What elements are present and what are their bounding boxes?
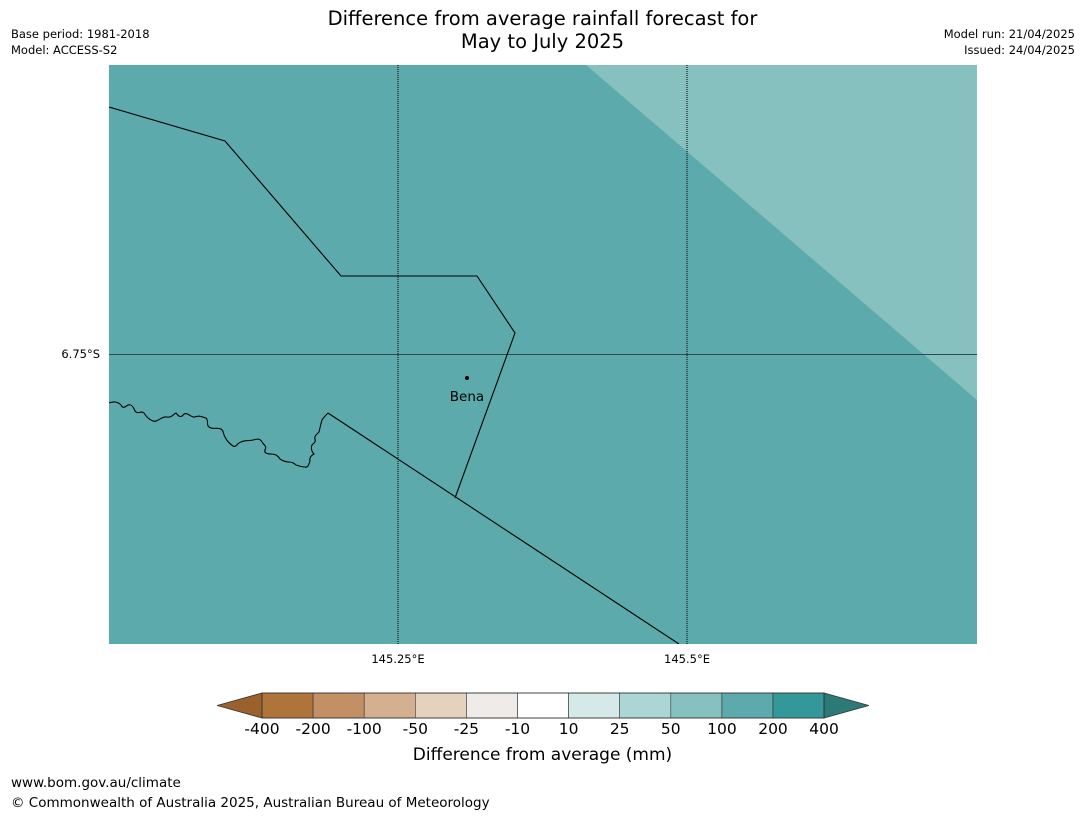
map-canvas: Bena xyxy=(109,65,977,644)
colorbar xyxy=(215,692,871,719)
town-marker-bena xyxy=(465,376,469,380)
lon-label-145-5e: 145.5°E xyxy=(664,652,710,666)
colorbar-extend-low xyxy=(215,692,263,719)
colorbar-tick-label: -100 xyxy=(346,720,382,738)
colorbar-tick-label: -400 xyxy=(244,720,280,738)
lon-label-145-25e: 145.25°E xyxy=(371,652,425,666)
colorbar-cell xyxy=(772,692,825,719)
lat-label-6-75s: 6.75°S xyxy=(61,347,100,361)
colorbar-tick-label: 10 xyxy=(558,720,579,738)
colorbar-cell xyxy=(466,692,518,719)
colorbar-label: Difference from average (mm) xyxy=(412,745,673,765)
colorbar-outline xyxy=(261,692,825,719)
colorbar-cell xyxy=(619,692,672,719)
model-text: Model: ACCESS-S2 xyxy=(11,43,118,57)
title-line-2: May to July 2025 xyxy=(460,30,625,53)
colorbar-tick-label: -50 xyxy=(402,720,428,738)
colorbar-cell xyxy=(415,692,467,719)
colorbar-tick-label: -10 xyxy=(504,720,531,738)
model-run-text: Model run: 21/04/2025 xyxy=(943,27,1075,41)
colorbar-cell xyxy=(721,692,774,719)
colorbar-tick-label: 50 xyxy=(660,720,681,738)
colorbar-tick-label: 200 xyxy=(758,720,788,738)
colorbar-cell xyxy=(363,692,416,719)
rainfall-map: Bena xyxy=(109,65,977,644)
river-line xyxy=(109,401,329,468)
colorbar-tick-label: -200 xyxy=(295,720,331,738)
district-boundary-south xyxy=(327,412,680,644)
district-boundary xyxy=(109,106,516,499)
title-line-1: Difference from average rainfall forecas… xyxy=(327,7,758,30)
meta-right: Model run: 21/04/2025 Issued: 24/04/2025 xyxy=(944,26,1075,58)
colorbar-tick-label: 400 xyxy=(809,720,839,738)
colorbar-tick-label: 25 xyxy=(609,720,630,738)
colorbar-cell xyxy=(312,692,365,719)
colorbar-cell xyxy=(568,692,621,719)
colorbar-extend-high xyxy=(823,692,871,719)
colorbar-tick-label: 100 xyxy=(707,720,737,738)
colorbar-tick-label: -25 xyxy=(453,720,480,738)
colorbar-cell xyxy=(517,692,569,719)
colorbar-cell xyxy=(261,692,314,719)
town-label-bena: Bena xyxy=(450,389,484,405)
footer-url[interactable]: www.bom.gov.au/climate xyxy=(11,775,181,791)
colorbar-cell xyxy=(670,692,723,719)
colorbar-svg xyxy=(215,692,871,719)
map-title: Difference from average rainfall forecas… xyxy=(0,7,1085,53)
issued-text: Issued: 24/04/2025 xyxy=(964,43,1075,57)
footer-copyright: © Commonwealth of Australia 2025, Austra… xyxy=(11,795,490,811)
base-period-text: Base period: 1981-2018 xyxy=(11,27,150,41)
meta-left: Base period: 1981-2018 Model: ACCESS-S2 xyxy=(11,26,150,58)
forecast-region-50-100mm xyxy=(586,65,977,400)
